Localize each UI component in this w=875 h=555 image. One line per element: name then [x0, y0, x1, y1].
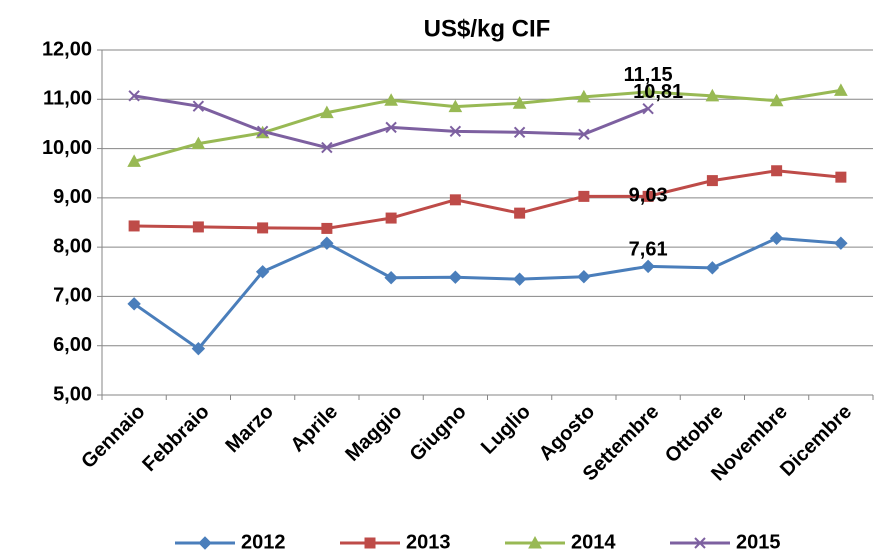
- marker: [448, 99, 463, 113]
- series-line: [133, 236, 841, 351]
- y-tick-label: 8,00: [53, 235, 92, 257]
- marker: [192, 221, 204, 233]
- series-line: [134, 169, 842, 230]
- marker: [769, 231, 784, 245]
- y-tick-label: 5,00: [53, 383, 92, 405]
- marker: [449, 125, 462, 138]
- marker: [705, 261, 720, 275]
- marker: [578, 128, 590, 140]
- marker: [642, 190, 654, 202]
- x-tick-label: Ottobre: [661, 401, 728, 468]
- marker: [128, 220, 140, 232]
- data-label: 9,03: [629, 185, 668, 207]
- x-tick-label: Agosto: [535, 401, 599, 465]
- marker: [255, 265, 270, 279]
- x-tick-label: Luglio: [477, 401, 535, 459]
- marker: [512, 96, 527, 109]
- marker: [320, 105, 334, 119]
- marker: [364, 537, 376, 549]
- y-tick-label: 10,00: [42, 137, 92, 159]
- legend-label: 2012: [241, 531, 286, 553]
- marker: [384, 93, 398, 106]
- data-label: 11,15: [624, 64, 673, 86]
- marker: [769, 93, 784, 107]
- marker: [384, 270, 398, 285]
- marker: [257, 222, 269, 234]
- marker: [577, 89, 591, 103]
- marker: [191, 136, 206, 150]
- marker: [321, 222, 333, 234]
- marker: [127, 154, 141, 167]
- x-tick-label: Febbraio: [138, 401, 213, 476]
- marker: [385, 212, 397, 224]
- y-tick-label: 6,00: [53, 334, 92, 356]
- series-line: [133, 88, 842, 163]
- legend-label: 2014: [571, 531, 616, 553]
- marker: [834, 83, 848, 96]
- marker: [514, 207, 526, 219]
- marker: [321, 141, 333, 154]
- marker: [191, 341, 206, 356]
- marker: [128, 90, 140, 102]
- marker: [512, 272, 527, 286]
- chart-title: US$/kg CIF: [424, 15, 551, 42]
- marker: [448, 270, 463, 284]
- marker: [449, 194, 461, 206]
- marker: [577, 270, 591, 284]
- marker: [513, 126, 526, 139]
- y-tick-label: 7,00: [53, 285, 92, 307]
- marker: [706, 175, 718, 187]
- marker: [694, 537, 706, 549]
- marker: [256, 125, 269, 138]
- y-tick-label: 11,00: [43, 88, 92, 110]
- marker: [834, 236, 848, 250]
- marker: [127, 297, 141, 311]
- legend-label: 2015: [736, 531, 781, 553]
- marker: [642, 102, 654, 115]
- marker: [641, 84, 655, 98]
- y-tick-label: 12,00: [42, 38, 92, 60]
- x-tick-label: Giugno: [406, 401, 471, 466]
- marker: [771, 165, 783, 177]
- x-tick-label: Aprile: [287, 401, 343, 457]
- x-tick-label: Gennaio: [77, 401, 149, 473]
- marker: [198, 536, 212, 550]
- marker: [320, 236, 334, 250]
- y-tick-label: 9,00: [53, 186, 92, 208]
- marker: [705, 88, 720, 102]
- marker: [835, 171, 847, 183]
- marker: [641, 259, 655, 274]
- data-label: 7,61: [629, 239, 668, 261]
- x-tick-label: Maggio: [341, 401, 406, 466]
- legend-label: 2013: [406, 531, 451, 553]
- data-label: 10,81: [633, 81, 683, 103]
- marker: [528, 535, 542, 549]
- x-tick-label: Marzo: [221, 401, 277, 457]
- marker: [578, 190, 590, 202]
- marker: [192, 100, 205, 112]
- marker: [385, 121, 397, 134]
